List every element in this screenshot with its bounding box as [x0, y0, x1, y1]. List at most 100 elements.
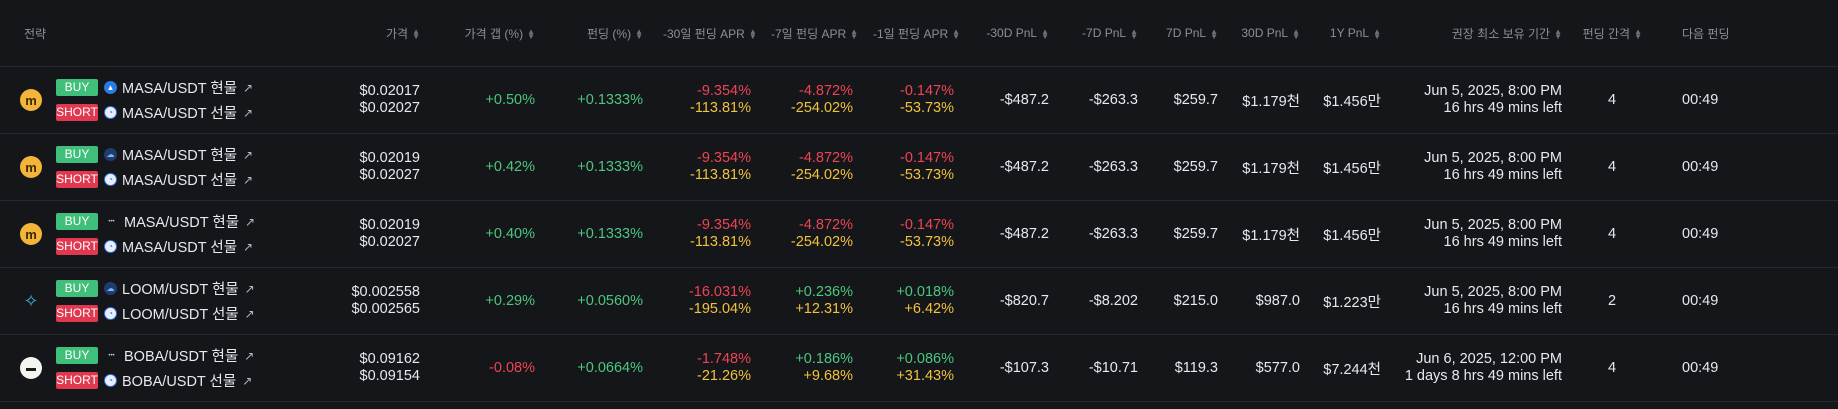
hold-date: Jun 6, 2025, 12:00 PM [1416, 351, 1562, 367]
header-pnl-m7-label: -7D PnL [1082, 26, 1127, 40]
apr30-cell: -9.354% -113.81% [653, 66, 761, 134]
pnl-30: $987.0 [1255, 293, 1300, 309]
short-badge: SHORT [56, 238, 98, 255]
interval-cell: 4 [1572, 200, 1652, 268]
buy-pair-label[interactable]: MASA/USDT 현물 [122, 148, 238, 164]
futures-exchange-icon: ◔ [104, 106, 117, 119]
apr30-rate: -16.031% [688, 284, 751, 300]
price-cell: $0.02019 $0.02027 [300, 200, 430, 268]
external-link-icon[interactable]: ↗ [243, 172, 254, 187]
futures-price: $0.002565 [351, 301, 420, 317]
header-funding[interactable]: 펀딩 (%) ▲ ▼ [545, 0, 653, 67]
hold-left: 16 hrs 49 mins left [1443, 167, 1562, 183]
short-leg[interactable]: SHORT ◔ LOOM/USDT 선물 ↗ [56, 303, 255, 324]
header-next-label: 다음 펀딩 [1682, 26, 1730, 41]
buy-pair-label[interactable]: LOOM/USDT 현물 [122, 282, 239, 298]
buy-leg[interactable]: BUY ▲ MASA/USDT 현물 ↗ [56, 77, 253, 98]
header-price-gap[interactable]: 가격 갭 (%) ▲ ▼ [430, 0, 545, 67]
price-gap: +0.42% [485, 159, 535, 175]
futures-price: $0.09154 [359, 368, 420, 384]
header-pnl-30-label: 30D PnL [1241, 26, 1289, 40]
short-pair-label[interactable]: MASA/USDT 선물 [122, 240, 238, 256]
pnl-7-cell: $119.3 [1148, 334, 1228, 402]
short-leg[interactable]: SHORT ◔ BOBA/USDT 선물 ↗ [56, 370, 254, 391]
external-link-icon[interactable]: ↗ [244, 281, 255, 296]
table-row[interactable]: ✧ BUY ☁ LOOM/USDT 현물 ↗ SHORT ◔ LOOM/USDT… [0, 267, 1838, 335]
header-interval[interactable]: 펀딩 간격 ▲ ▼ [1572, 0, 1652, 67]
apr30-cell: -9.354% -113.81% [653, 200, 761, 268]
header-apr7[interactable]: -7일 펀딩 APR ▲ ▼ [761, 0, 863, 67]
strategy-cell: ✧ BUY ☁ LOOM/USDT 현물 ↗ SHORT ◔ LOOM/USDT… [0, 267, 300, 335]
apr7-rate: -4.872% [798, 150, 853, 166]
pnl-m7: -$8.202 [1088, 293, 1138, 309]
header-pnl-m7[interactable]: -7D PnL ▲ ▼ [1059, 0, 1148, 67]
buy-pair-label[interactable]: MASA/USDT 현물 [122, 81, 238, 97]
apr7-rate: -4.872% [798, 83, 853, 99]
pnl-7: $259.7 [1173, 159, 1218, 175]
buy-pair-label[interactable]: MASA/USDT 현물 [124, 215, 240, 231]
sort-icon: ▲ ▼ [1210, 26, 1218, 41]
apr7-cell: +0.186% +9.68% [761, 334, 863, 402]
header-apr1[interactable]: -1일 펀딩 APR ▲ ▼ [863, 0, 964, 67]
header-pnl-30[interactable]: 30D PnL ▲ ▼ [1228, 0, 1310, 67]
spot-price: $0.02017 [359, 83, 420, 99]
sort-icon: ▲ ▼ [1130, 26, 1138, 41]
price-gap: +0.29% [485, 293, 535, 309]
table-row[interactable]: ▬ BUY ••• BOBA/USDT 현물 ↗ SHORT ◔ BOBA/US… [0, 334, 1838, 402]
short-leg[interactable]: SHORT ◔ MASA/USDT 선물 ↗ [56, 236, 255, 257]
external-link-icon[interactable]: ↗ [243, 105, 254, 120]
external-link-icon[interactable]: ↗ [244, 306, 255, 321]
short-leg[interactable]: SHORT ◔ MASA/USDT 선물 ↗ [56, 102, 253, 123]
apr7-rate: +0.236% [795, 284, 853, 300]
apr1-apr: -53.73% [899, 167, 954, 183]
buy-leg[interactable]: BUY ☁ MASA/USDT 현물 ↗ [56, 144, 253, 165]
futures-exchange-icon: ◔ [104, 374, 117, 387]
external-link-icon[interactable]: ↗ [244, 348, 255, 363]
text-exchange-icon: ••• [108, 218, 115, 225]
header-next[interactable]: 다음 펀딩 [1652, 0, 1838, 67]
sort-icon: ▲ ▼ [1554, 27, 1562, 42]
pnl-1y: $1.223만 [1323, 294, 1381, 311]
external-link-icon[interactable]: ↗ [243, 239, 254, 254]
table-row[interactable]: m BUY ▲ MASA/USDT 현물 ↗ SHORT ◔ MASA/USDT… [0, 66, 1838, 134]
futures-exchange-icon: ◔ [104, 173, 117, 186]
short-pair-label[interactable]: MASA/USDT 선물 [122, 106, 238, 122]
external-link-icon[interactable]: ↗ [243, 80, 254, 95]
funding-rate: +0.1333% [577, 159, 643, 175]
header-apr30[interactable]: -30일 펀딩 APR ▲ ▼ [653, 0, 761, 67]
apr7-apr: -254.02% [790, 100, 853, 116]
header-pnl-7[interactable]: 7D PnL ▲ ▼ [1148, 0, 1228, 67]
buy-pair-label[interactable]: BOBA/USDT 현물 [124, 349, 239, 365]
short-pair-label[interactable]: BOBA/USDT 선물 [122, 374, 237, 390]
hold-left: 16 hrs 49 mins left [1443, 234, 1562, 250]
pnl-m30: -$107.3 [999, 360, 1049, 376]
buy-leg[interactable]: BUY ••• MASA/USDT 현물 ↗ [56, 211, 255, 232]
buy-badge: BUY [56, 79, 98, 96]
price-gap-cell: +0.40% [430, 200, 545, 268]
pnl-m7-cell: -$263.3 [1059, 200, 1148, 268]
buy-leg[interactable]: BUY ••• BOBA/USDT 현물 ↗ [56, 345, 254, 366]
loom-coin-icon: ✧ [23, 290, 39, 311]
apr7-apr: +9.68% [803, 368, 853, 384]
interval-cell: 2 [1572, 267, 1652, 335]
table-row[interactable]: m BUY ☁ MASA/USDT 현물 ↗ SHORT ◔ MASA/USDT… [0, 133, 1838, 201]
hold-cell: Jun 5, 2025, 8:00 PM 16 hrs 49 mins left [1391, 133, 1572, 201]
apr7-apr: -254.02% [790, 167, 853, 183]
apr7-apr: -254.02% [790, 234, 853, 250]
table-row[interactable]: m BUY ••• MASA/USDT 현물 ↗ SHORT ◔ MASA/US… [0, 200, 1838, 268]
short-leg[interactable]: SHORT ◔ MASA/USDT 선물 ↗ [56, 169, 253, 190]
short-pair-label[interactable]: MASA/USDT 선물 [122, 173, 238, 189]
header-price[interactable]: 가격 ▲ ▼ [300, 0, 430, 67]
header-hold[interactable]: 권장 최소 보유 기간 ▲ ▼ [1391, 0, 1572, 67]
apr7-cell: -4.872% -254.02% [761, 133, 863, 201]
external-link-icon[interactable]: ↗ [242, 373, 253, 388]
short-pair-label[interactable]: LOOM/USDT 선물 [122, 307, 239, 323]
flame-exchange-icon: ▲ [104, 81, 117, 94]
header-pnl-1y[interactable]: 1Y PnL ▲ ▼ [1310, 0, 1391, 67]
buy-leg[interactable]: BUY ☁ LOOM/USDT 현물 ↗ [56, 278, 255, 299]
header-pnl-m30[interactable]: -30D PnL ▲ ▼ [964, 0, 1059, 67]
external-link-icon[interactable]: ↗ [245, 214, 256, 229]
funding-rate: +0.0664% [577, 360, 643, 376]
external-link-icon[interactable]: ↗ [243, 147, 254, 162]
